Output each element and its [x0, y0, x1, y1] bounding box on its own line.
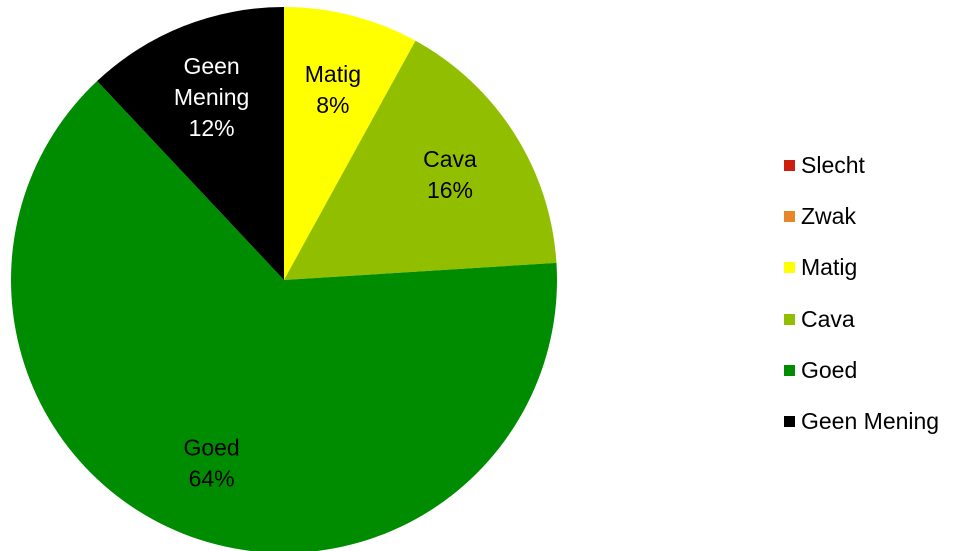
pie-slice-matig [284, 7, 416, 280]
legend-label-geen-mening: Geen Mening [801, 408, 940, 435]
legend-label-cava: Cava [801, 305, 855, 332]
legend-item-zwak: Zwak [784, 191, 969, 242]
legend-swatch-matig [784, 262, 795, 274]
legend-item-slecht: Slecht [784, 140, 969, 191]
slice-label-cava: Cava 16% [423, 146, 477, 203]
slice-label-geen-mening: Geen Mening 12% [174, 53, 249, 141]
legend-item-cava: Cava [784, 294, 969, 345]
legend-item-matig: Matig [784, 242, 969, 293]
legend-label-matig: Matig [801, 254, 858, 281]
legend-label-zwak: Zwak [801, 203, 856, 230]
legend-item-goed: Goed [784, 345, 969, 396]
slice-label-matig: Matig 8% [305, 61, 361, 118]
legend-swatch-zwak [784, 211, 795, 223]
legend: Slecht Zwak Matig Cava Goed Geen Mening [784, 140, 969, 447]
pie-slice-cava [284, 40, 557, 280]
legend-swatch-cava [784, 313, 795, 325]
pie-slice-goed [11, 80, 557, 551]
legend-swatch-goed [784, 364, 795, 376]
legend-label-slecht: Slecht [801, 152, 865, 179]
legend-swatch-slecht [784, 160, 795, 172]
pie-slice-geen-mening [97, 7, 285, 280]
legend-item-geen-mening: Geen Mening [784, 396, 969, 447]
legend-swatch-geen-mening [784, 416, 795, 428]
legend-label-goed: Goed [801, 356, 858, 383]
slice-label-goed: Goed 64% [183, 434, 239, 491]
